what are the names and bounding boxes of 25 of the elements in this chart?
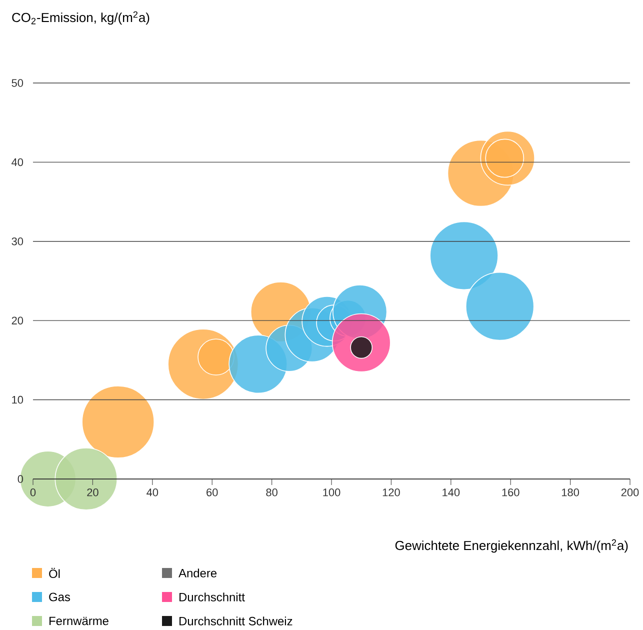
x-tick-label: 0 (30, 488, 36, 496)
x-tick-label: 60 (206, 488, 218, 496)
y-tick-label: 20 (12, 316, 24, 324)
x-tick-label: 140 (442, 488, 460, 496)
x-tick-label: 180 (562, 488, 580, 496)
legend-label: Durchschnitt (180, 592, 245, 602)
legend-label: Gas (49, 592, 70, 602)
y-tick-label: 50 (12, 79, 24, 87)
x-tick-label: 100 (323, 488, 340, 496)
y-tick-label: 30 (12, 238, 24, 246)
legend-label: Öl (49, 568, 60, 578)
legend-label: Fernwärme (50, 616, 108, 626)
x-tick-label: 20 (87, 488, 98, 496)
x-tick-label: 80 (266, 488, 278, 496)
x-tick-label: 160 (502, 488, 520, 496)
legend-label: Andere (178, 568, 217, 578)
y-axis-title: CO$_{2}$-Emission, kg/(m$^{2}$a) (12, 11, 150, 25)
y-tick-label: 40 (12, 158, 24, 166)
x-tick-label: 200 (621, 488, 639, 496)
legend-label: Durchschnitt Schweiz (180, 616, 292, 626)
x-tick-label: 120 (382, 488, 400, 496)
x-tick-label: 40 (146, 488, 158, 496)
x-axis-title: Gewichtete Energiekennzahl, kWh/(m$^{2}$a) (395, 539, 628, 553)
y-tick-label: 10 (12, 396, 24, 404)
y-tick-label: 0 (18, 475, 24, 483)
